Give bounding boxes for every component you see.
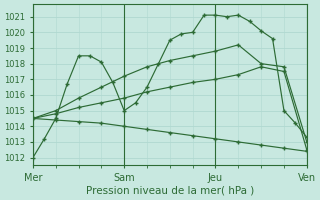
X-axis label: Pression niveau de la mer( hPa ): Pression niveau de la mer( hPa ) — [86, 186, 254, 196]
